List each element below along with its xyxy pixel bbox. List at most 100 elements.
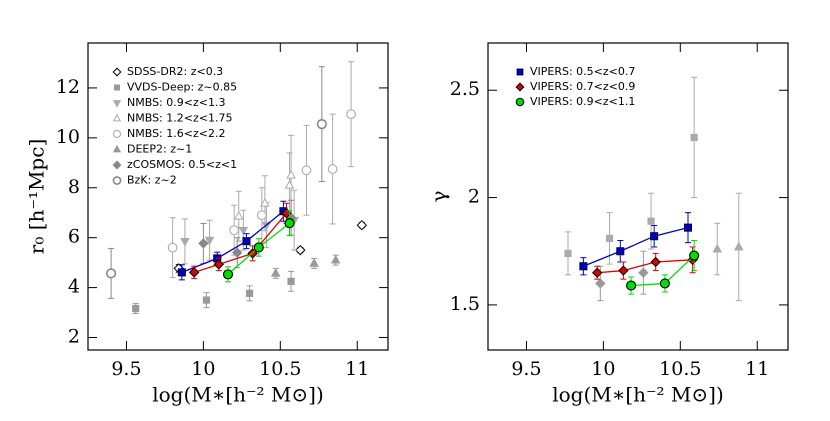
- data-point: [659, 278, 670, 289]
- legend-label: DEEP2: z~1: [127, 143, 192, 156]
- data-point: [626, 280, 637, 291]
- data-point: [284, 179, 295, 189]
- data-point: [327, 164, 338, 174]
- legend-marker: [114, 84, 120, 91]
- y-tick-label: 10: [56, 126, 80, 148]
- data-point: [167, 242, 178, 253]
- legend-marker: [112, 160, 122, 170]
- y-tick-label: 2.5: [450, 78, 480, 100]
- y-tick-label: 1.5: [450, 293, 480, 315]
- data-point: [286, 169, 296, 179]
- data-point: [238, 226, 249, 236]
- data-point: [287, 277, 295, 285]
- data-point: [689, 250, 700, 261]
- data-point: [105, 268, 117, 279]
- series-line: [597, 259, 693, 274]
- data-point: [301, 165, 312, 176]
- series-line: [181, 210, 284, 273]
- x-tick-label: 10.5: [659, 358, 701, 380]
- legend-marker: [112, 144, 122, 153]
- x-axis-label: log(M∗[h⁻² M⊙]): [552, 383, 724, 407]
- y-tick-label: 12: [56, 76, 80, 98]
- data-point: [233, 210, 244, 220]
- data-point: [616, 247, 625, 256]
- x-axis-label: log(M∗[h⁻² M⊙]): [152, 383, 324, 407]
- x-tick-label: 9.5: [511, 358, 541, 380]
- data-point: [245, 289, 254, 297]
- legend-marker: [112, 129, 122, 139]
- data-point: [592, 267, 603, 278]
- panel: 9.5 10 10.5 11 1.5 2 2.5 log(M∗[h⁻² M⊙]) γ VIPERS…: [427, 42, 789, 407]
- data-point: [650, 232, 659, 241]
- legend-label: SDSS-DR2: z<0.3: [127, 65, 223, 78]
- data-point: [346, 109, 356, 120]
- data-point: [256, 210, 267, 221]
- y-tick-label: 2: [468, 186, 480, 208]
- data-point: [198, 238, 209, 249]
- legend-label: VIPERS: 0.7<z<0.9: [530, 80, 635, 93]
- data-point: [647, 217, 655, 225]
- plot-frame: [87, 42, 389, 351]
- legend-marker: [112, 176, 122, 185]
- legend-label: NMBS: 0.9<z<1.3: [127, 96, 225, 109]
- data-point: [638, 267, 649, 278]
- legend-label: NMBS: 1.2<z<1.75: [127, 112, 232, 125]
- y-tick-label: 4: [68, 276, 80, 298]
- data-point: [309, 258, 319, 267]
- legend-label: VIPERS: 0.5<z<0.7: [530, 65, 635, 78]
- data-point: [270, 268, 281, 277]
- legend-label: BzK: z~2: [127, 174, 177, 187]
- data-point: [232, 247, 243, 258]
- data-point: [202, 296, 211, 304]
- data-point: [356, 219, 368, 231]
- data-point: [733, 241, 744, 251]
- data-point: [204, 236, 215, 246]
- x-tick-label: 10: [591, 358, 615, 380]
- data-point: [295, 244, 306, 256]
- data-point: [177, 268, 186, 277]
- legend-marker: [112, 67, 122, 77]
- data-point: [242, 237, 251, 246]
- data-point: [650, 256, 661, 268]
- y-tick-label: 8: [68, 176, 80, 198]
- legend-label: VVDS-Deep: z~0.85: [127, 81, 237, 94]
- x-tick-label: 10.5: [259, 358, 301, 380]
- x-tick-label: 11: [345, 358, 369, 380]
- data-point: [579, 262, 588, 271]
- legend-marker: [515, 97, 525, 107]
- legend-label: NMBS: 1.6<z<2.2: [127, 127, 225, 140]
- data-point: [253, 242, 264, 253]
- plot-frame: [487, 42, 789, 351]
- legend-marker: [515, 82, 525, 92]
- data-point: [684, 223, 693, 232]
- x-tick-label: 11: [745, 358, 769, 380]
- data-point: [595, 278, 606, 289]
- series-line: [193, 212, 287, 273]
- data-point: [188, 267, 200, 278]
- data-point: [229, 225, 240, 236]
- x-tick-label: 10: [191, 358, 215, 380]
- data-point: [605, 234, 614, 242]
- data-point: [260, 197, 270, 207]
- legend-marker: [112, 113, 122, 122]
- data-point: [618, 265, 629, 276]
- data-point: [330, 254, 341, 264]
- data-point: [284, 218, 295, 229]
- data-point: [132, 304, 140, 313]
- data-point: [712, 243, 723, 253]
- y-tick-label: 6: [68, 226, 80, 248]
- data-point: [180, 238, 190, 247]
- legend-marker: [112, 100, 122, 108]
- series-line: [583, 226, 689, 267]
- y-axis-label: r₀ [h⁻¹Mpc]: [25, 139, 49, 254]
- y-axis-label: γ: [427, 191, 451, 203]
- data-point: [690, 133, 698, 142]
- y-tick-label: 2: [68, 326, 80, 348]
- legend-marker: [516, 68, 524, 76]
- panel: 9.5 10 10.5 11 2 4 6 8 10 12 log(M∗[h⁻² M⊙]) r₀ [h⁻…: [25, 42, 389, 407]
- legend-label: zCOSMOS: 0.5<z<1: [127, 158, 237, 171]
- x-tick-label: 9.5: [111, 358, 141, 380]
- data-point: [316, 118, 327, 130]
